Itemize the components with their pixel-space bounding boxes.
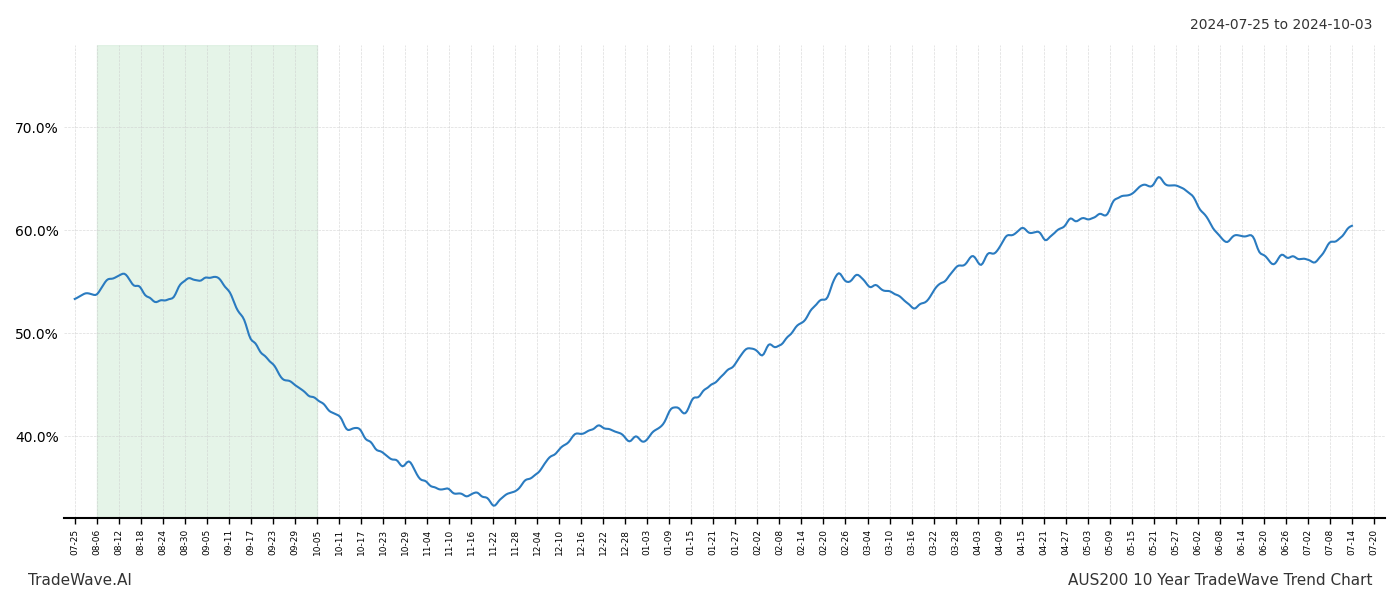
Text: TradeWave.AI: TradeWave.AI — [28, 573, 132, 588]
Text: AUS200 10 Year TradeWave Trend Chart: AUS200 10 Year TradeWave Trend Chart — [1067, 573, 1372, 588]
Text: 2024-07-25 to 2024-10-03: 2024-07-25 to 2024-10-03 — [1190, 18, 1372, 32]
Bar — [97, 45, 316, 518]
